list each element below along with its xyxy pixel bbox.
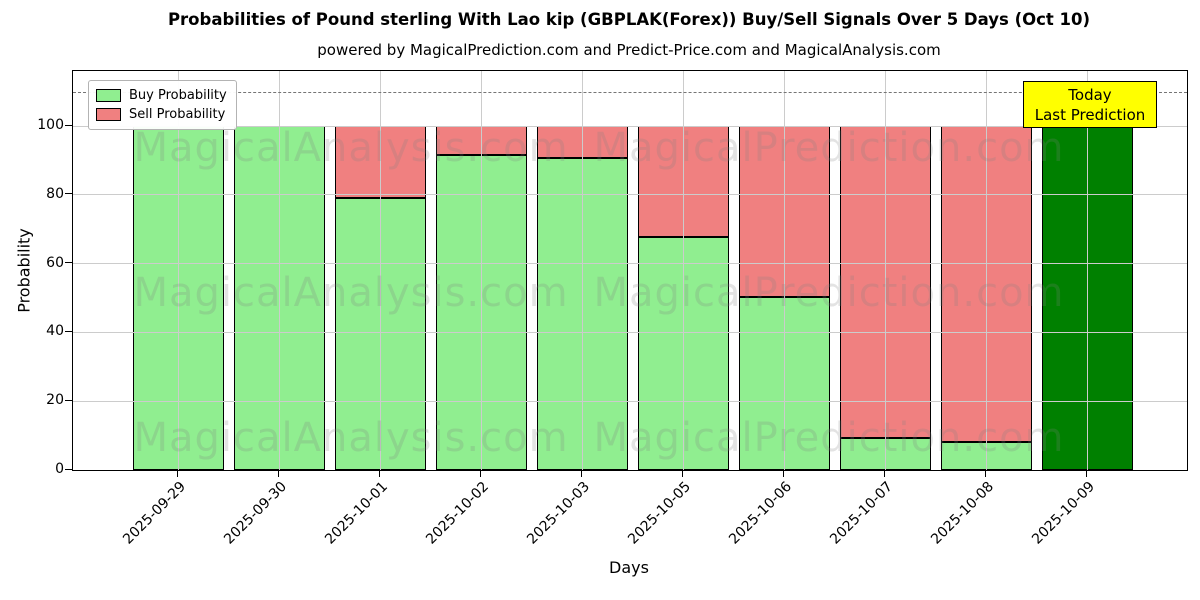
watermark-text: MagicalPrediction.com xyxy=(593,415,1065,461)
y-tick xyxy=(65,193,72,195)
x-tick xyxy=(1085,470,1087,477)
buy-swatch-icon xyxy=(96,89,121,102)
x-tick xyxy=(681,470,683,477)
annotation-line-1: Today xyxy=(1068,85,1112,104)
x-axis-label: Days xyxy=(609,558,649,577)
h-gridline xyxy=(73,331,1187,333)
y-tick xyxy=(65,330,72,332)
threshold-dashline xyxy=(73,91,1187,93)
y-tick xyxy=(65,468,72,470)
watermark-text: MagicalPrediction.com xyxy=(593,270,1065,316)
legend-label-buy: Buy Probability xyxy=(129,88,227,103)
watermark-text: MagicalAnalysis.com xyxy=(133,415,569,461)
chart-subtitle: powered by MagicalPrediction.com and Pre… xyxy=(317,41,941,59)
y-tick xyxy=(65,124,72,126)
chart-title: Probabilities of Pound sterling With Lao… xyxy=(167,10,1091,29)
y-tick-label: 100 xyxy=(37,117,64,134)
watermark-text: MagicalPrediction.com xyxy=(593,125,1065,171)
v-gridline xyxy=(985,71,987,470)
watermark-text: MagicalAnalysis.com xyxy=(133,270,569,316)
x-tick xyxy=(479,470,481,477)
v-gridline xyxy=(480,71,482,470)
v-gridline xyxy=(682,71,684,470)
h-gridline xyxy=(73,194,1187,196)
y-tick xyxy=(65,262,72,264)
x-tick xyxy=(984,470,986,477)
v-gridline xyxy=(278,71,280,470)
y-tick-label: 60 xyxy=(46,254,64,271)
x-tick xyxy=(378,470,380,477)
y-tick-label: 20 xyxy=(46,392,64,409)
plot-area: MagicalAnalysis.com MagicalPrediction.com… xyxy=(72,70,1188,471)
v-gridline xyxy=(1086,71,1088,470)
h-gridline xyxy=(73,263,1187,265)
today-annotation: Today Last Prediction xyxy=(1023,81,1157,128)
x-tick xyxy=(580,470,582,477)
v-gridline xyxy=(379,71,381,470)
legend: Buy Probability Sell Probability xyxy=(88,80,237,130)
v-gridline xyxy=(177,71,179,470)
legend-row-sell: Sell Probability xyxy=(96,105,227,124)
y-tick-label: 40 xyxy=(46,323,64,340)
y-tick xyxy=(65,399,72,401)
sell-swatch-icon xyxy=(96,108,121,121)
legend-row-buy: Buy Probability xyxy=(96,86,227,105)
y-tick-label: 0 xyxy=(55,461,64,477)
annotation-line-2: Last Prediction xyxy=(1034,105,1146,124)
v-gridline xyxy=(581,71,583,470)
legend-label-sell: Sell Probability xyxy=(129,107,226,122)
x-tick xyxy=(782,470,784,477)
x-tick xyxy=(883,470,885,477)
x-tick xyxy=(176,470,178,477)
h-gridline xyxy=(73,400,1187,402)
h-gridline xyxy=(73,125,1187,127)
watermark-text: MagicalAnalysis.com xyxy=(133,125,569,171)
v-gridline xyxy=(884,71,886,470)
y-tick-label: 80 xyxy=(46,185,64,202)
v-gridline xyxy=(783,71,785,470)
x-tick xyxy=(277,470,279,477)
